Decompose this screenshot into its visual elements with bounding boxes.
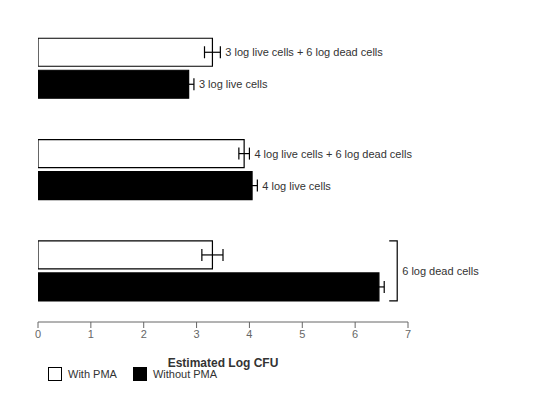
svg-text:6 log dead cells: 6 log dead cells xyxy=(402,265,479,277)
svg-text:5: 5 xyxy=(299,328,305,340)
svg-text:3: 3 xyxy=(194,328,200,340)
svg-text:6: 6 xyxy=(352,328,358,340)
svg-text:2: 2 xyxy=(141,328,147,340)
svg-text:4 log live cells: 4 log live cells xyxy=(262,180,331,192)
svg-text:Estimated Log CFU: Estimated Log CFU xyxy=(168,356,279,370)
svg-text:1: 1 xyxy=(88,328,94,340)
svg-text:3 log live cells: 3 log live cells xyxy=(199,78,268,90)
svg-text:0: 0 xyxy=(35,328,41,340)
html-text:With PMA: With PMA xyxy=(68,368,117,380)
svg-text:4 log live cells + 6 log dead: 4 log live cells + 6 log dead cells xyxy=(254,148,412,160)
svg-text:7: 7 xyxy=(405,328,411,340)
svg-text:4: 4 xyxy=(246,328,252,340)
svg-text:3 log live cells + 6 log dead: 3 log live cells + 6 log dead cells xyxy=(225,46,383,58)
html-text:Without PMA: Without PMA xyxy=(152,368,218,380)
